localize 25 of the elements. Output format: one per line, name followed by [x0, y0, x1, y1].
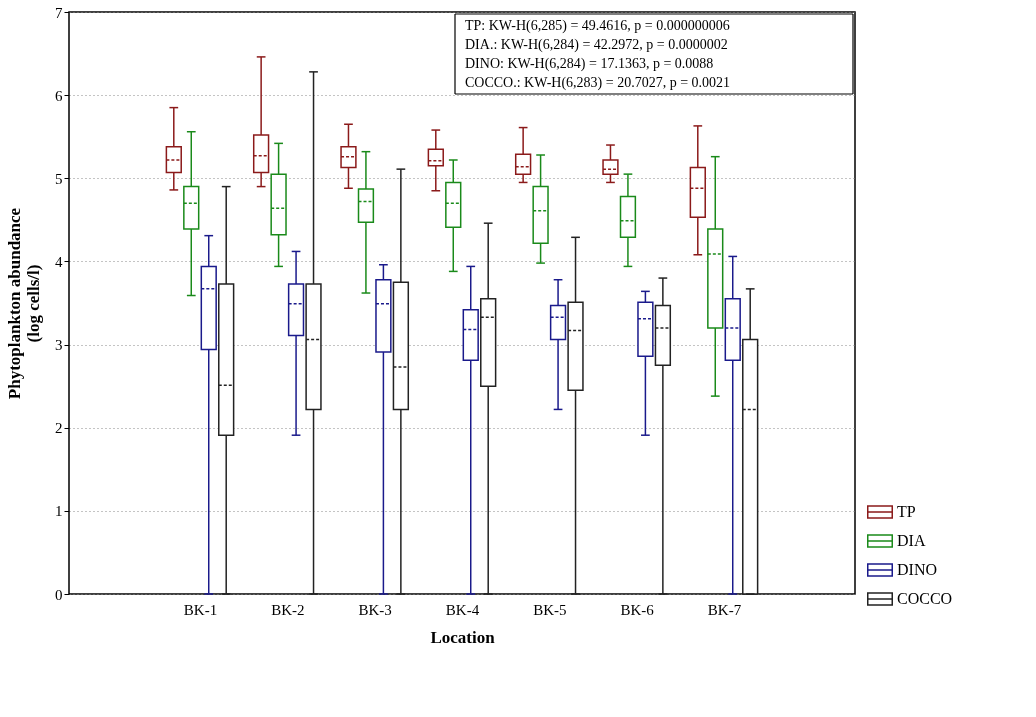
x-tick-label: BK-3 — [358, 601, 392, 618]
x-tick-label: BK-2 — [271, 601, 305, 618]
x-tick-label: BK-6 — [620, 601, 655, 618]
y-tick-label: 7 — [55, 4, 63, 21]
y-axis-title: Phytoplankton abundance (log cells/l) — [5, 207, 43, 400]
annotation: DINO: KW-H(6,284) = 17.1363, p = 0.0088 — [465, 56, 714, 72]
annotation: COCCO.: KW-H(6,283) = 20.7027, p = 0.0021 — [465, 75, 731, 91]
x-axis-title: Location — [430, 627, 496, 647]
y-tick-label: 0 — [55, 586, 63, 603]
y-tick-label: 4 — [55, 253, 63, 270]
y-tick-label: 1 — [55, 503, 63, 520]
legend-label: COCCO — [897, 590, 953, 607]
y-tick-label: 2 — [55, 420, 63, 437]
annotation: TP: KW-H(6,285) = 49.4616, p = 0.000000006 — [465, 18, 730, 34]
x-tick-label: BK-7 — [707, 601, 742, 618]
annotation: DIA.: KW-H(6,284) = 42.2972, p = 0.0000002 — [465, 37, 728, 53]
legend-label: TP — [897, 503, 916, 520]
y-tick-label: 5 — [55, 170, 63, 187]
x-tick-label: BK-5 — [533, 601, 567, 618]
y-tick-label: 3 — [55, 337, 63, 354]
x-tick-label: BK-1 — [183, 601, 218, 618]
legend-label: DIA — [897, 532, 926, 549]
legend-label: DINO — [897, 561, 937, 578]
x-tick-label: BK-4 — [445, 601, 480, 618]
y-tick-label: 6 — [55, 87, 63, 104]
